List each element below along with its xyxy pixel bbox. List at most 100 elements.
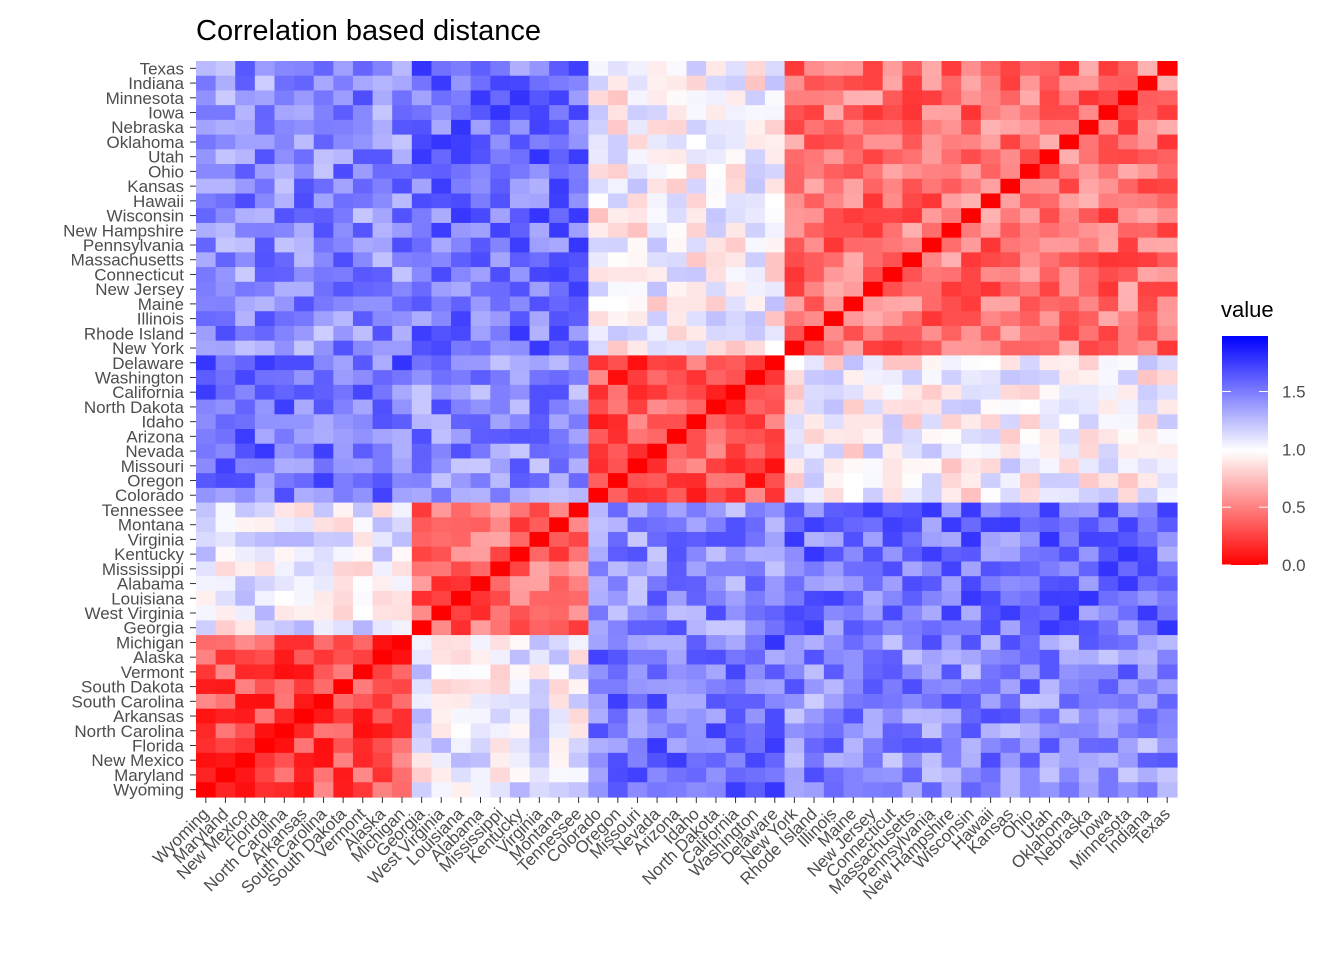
- heatmap-cell: [451, 178, 472, 195]
- heatmap-cell: [254, 119, 276, 136]
- heatmap-cell: [1059, 532, 1080, 548]
- heatmap-cell: [725, 75, 746, 92]
- heatmap-cell: [294, 90, 315, 106]
- heatmap-cell: [274, 311, 295, 327]
- heatmap-cell: [451, 237, 472, 253]
- heatmap-cell: [568, 105, 589, 121]
- heatmap-cell: [745, 561, 766, 577]
- heatmap-cell: [588, 399, 609, 415]
- heatmap-cell: [882, 119, 903, 136]
- heatmap-cell: [863, 576, 884, 592]
- heatmap-cell: [1039, 708, 1060, 724]
- heatmap-cell: [686, 384, 707, 401]
- heatmap-cell: [333, 767, 354, 783]
- heatmap-cell: [1118, 281, 1139, 298]
- heatmap-cell: [254, 237, 276, 253]
- heatmap-cell: [1039, 752, 1060, 769]
- heatmap-cell: [843, 90, 864, 106]
- heatmap-cell: [568, 708, 589, 724]
- heatmap-cell: [882, 458, 903, 474]
- heatmap-cell: [549, 149, 570, 165]
- heatmap-cell: [333, 443, 354, 460]
- heatmap-cell: [608, 237, 629, 253]
- heatmap-cell: [1157, 590, 1178, 607]
- y-tick-label: Ohio: [148, 162, 184, 181]
- heatmap-cell: [470, 605, 491, 621]
- heatmap-cell: [745, 443, 766, 460]
- heatmap-cell: [1157, 487, 1178, 504]
- heatmap-cell: [941, 414, 962, 430]
- heatmap-cell: [882, 325, 903, 342]
- heatmap-cell: [470, 267, 491, 283]
- y-tick-label: Minnesota: [106, 89, 185, 108]
- heatmap-cell: [961, 620, 982, 636]
- heatmap-cell: [490, 105, 511, 121]
- heatmap-cell: [549, 90, 570, 106]
- heatmap-cell: [823, 296, 845, 312]
- y-tick-label: Arkansas: [113, 707, 184, 726]
- heatmap-cell: [666, 752, 688, 769]
- heatmap-cell: [666, 119, 688, 136]
- heatmap-cell: [392, 75, 413, 92]
- heatmap-cell: [352, 502, 374, 518]
- heatmap-cell: [1039, 149, 1060, 165]
- heatmap-cell: [451, 429, 472, 445]
- heatmap-cell: [313, 429, 334, 445]
- y-tick-label: Georgia: [124, 619, 185, 638]
- heatmap-cell: [333, 517, 354, 533]
- heatmap-cell: [706, 708, 727, 724]
- heatmap-cell: [941, 75, 962, 92]
- heatmap-cell: [1078, 767, 1100, 783]
- heatmap-cell: [1098, 399, 1119, 415]
- heatmap-cell: [863, 752, 884, 769]
- heatmap-cell: [392, 281, 413, 298]
- heatmap-cell: [196, 546, 217, 563]
- heatmap-cell: [372, 208, 393, 224]
- heatmap-cell: [823, 738, 845, 754]
- heatmap-cell: [431, 325, 452, 342]
- heatmap-cell: [608, 620, 629, 636]
- heatmap-cell: [745, 134, 766, 150]
- heatmap-cell: [294, 517, 315, 533]
- heatmap-cell: [1000, 487, 1021, 504]
- heatmap-cell: [333, 355, 354, 371]
- heatmap-cell: [1039, 414, 1060, 430]
- heatmap-cell: [568, 325, 589, 342]
- heatmap-cell: [804, 517, 825, 533]
- heatmap-cell: [529, 281, 550, 298]
- heatmap-cell: [961, 782, 982, 798]
- heatmap-cell: [902, 458, 923, 474]
- heatmap-cell: [980, 752, 1002, 769]
- heatmap-cell: [1157, 458, 1178, 474]
- heatmap-cell: [470, 767, 491, 783]
- heatmap-cell: [961, 340, 982, 356]
- heatmap-cell: [1059, 208, 1080, 224]
- heatmap-cell: [745, 75, 766, 92]
- heatmap-cell: [451, 61, 472, 77]
- heatmap-cell: [784, 119, 805, 136]
- heatmap-cell: [509, 605, 531, 621]
- heatmap-cell: [1157, 752, 1178, 769]
- y-tick-label: Louisiana: [111, 589, 184, 608]
- heatmap-cell: [313, 193, 334, 209]
- heatmap-cell: [254, 561, 276, 577]
- heatmap-cell: [980, 75, 1002, 92]
- heatmap-cell: [784, 267, 805, 283]
- heatmap-cell: [470, 679, 491, 695]
- heatmap-cell: [470, 782, 491, 798]
- heatmap-cell: [608, 222, 629, 239]
- heatmap-cell: [1118, 355, 1139, 371]
- heatmap-cell: [470, 340, 491, 356]
- heatmap-cell: [431, 517, 452, 533]
- heatmap-cell: [568, 590, 589, 607]
- heatmap-cell: [235, 473, 256, 489]
- heatmap-cell: [294, 443, 315, 460]
- heatmap-cell: [235, 782, 256, 798]
- heatmap-cell: [215, 296, 236, 312]
- heatmap-cell: [882, 296, 903, 312]
- heatmap-cell: [235, 311, 256, 327]
- heatmap-cell: [764, 443, 786, 460]
- heatmap-cell: [745, 546, 766, 563]
- heatmap-cell: [1078, 355, 1100, 371]
- heatmap-cell: [686, 752, 707, 769]
